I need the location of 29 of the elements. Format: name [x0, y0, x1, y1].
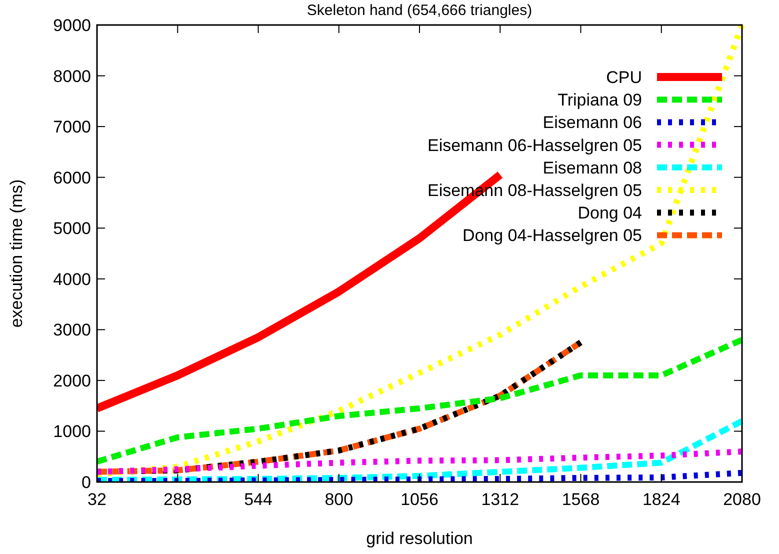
chart-title: Skeleton hand (654,666 triangles): [306, 2, 532, 19]
legend-label: Dong 04-Hasselgren 05: [462, 226, 642, 246]
y-tick-label: 0: [82, 473, 91, 492]
y-tick-label: 9000: [53, 16, 91, 35]
y-tick-label: 1000: [53, 422, 91, 442]
y-tick-label: 7000: [53, 118, 91, 137]
x-tick-label: 1056: [400, 490, 438, 509]
x-axis-title: grid resolution: [366, 529, 473, 548]
x-tick-label: 2080: [723, 490, 761, 509]
y-axis-title: execution time (ms): [7, 179, 26, 328]
legend-label: Tripiana 09: [558, 90, 642, 110]
legend-label: Eisemann 06: [542, 113, 642, 132]
x-tick-label: 800: [324, 490, 354, 509]
y-tick-label: 3000: [53, 320, 91, 340]
legend-label: Eisemann 08: [542, 158, 642, 178]
legend-label: CPU: [606, 68, 642, 87]
x-tick-label: 1568: [562, 490, 600, 509]
y-tick-label: 2000: [53, 371, 91, 390]
x-tick-label: 1824: [642, 490, 680, 509]
y-tick-label: 8000: [53, 66, 91, 86]
legend-label: Eisemann 06-Hasselgren 05: [427, 136, 642, 155]
y-tick-label: 5000: [53, 219, 91, 238]
legend-label: Dong 04: [578, 204, 642, 223]
x-tick-label: 32: [88, 490, 106, 509]
x-tick-label: 1312: [481, 490, 520, 509]
y-tick-label: 4000: [53, 270, 91, 289]
y-tick-label: 6000: [53, 168, 91, 188]
x-tick-label: 544: [244, 490, 272, 509]
x-tick-label: 288: [163, 490, 192, 509]
